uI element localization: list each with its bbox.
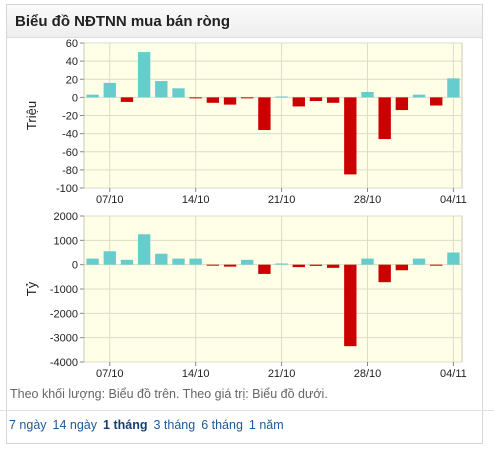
range-1-month[interactable]: 1 tháng — [103, 417, 148, 432]
range-7-days[interactable]: 7 ngày — [9, 417, 47, 432]
range-14-days[interactable]: 14 ngày — [52, 417, 98, 432]
range-1-year[interactable]: 1 năm — [248, 417, 284, 432]
foreign-trading-panel: Biểu đồ NĐTNN mua bán ròng — [6, 4, 483, 444]
range-selector: 7 ngày 14 ngày 1 tháng 3 tháng 6 tháng 1… — [0, 410, 494, 438]
range-6-months[interactable]: 6 tháng — [201, 417, 243, 432]
chart-caption: Theo khối lượng: Biểu đồ trên. Theo giá … — [10, 387, 328, 401]
panel-title: Biểu đồ NĐTNN mua bán ròng — [7, 5, 482, 38]
range-3-months[interactable]: 3 tháng — [153, 417, 196, 432]
